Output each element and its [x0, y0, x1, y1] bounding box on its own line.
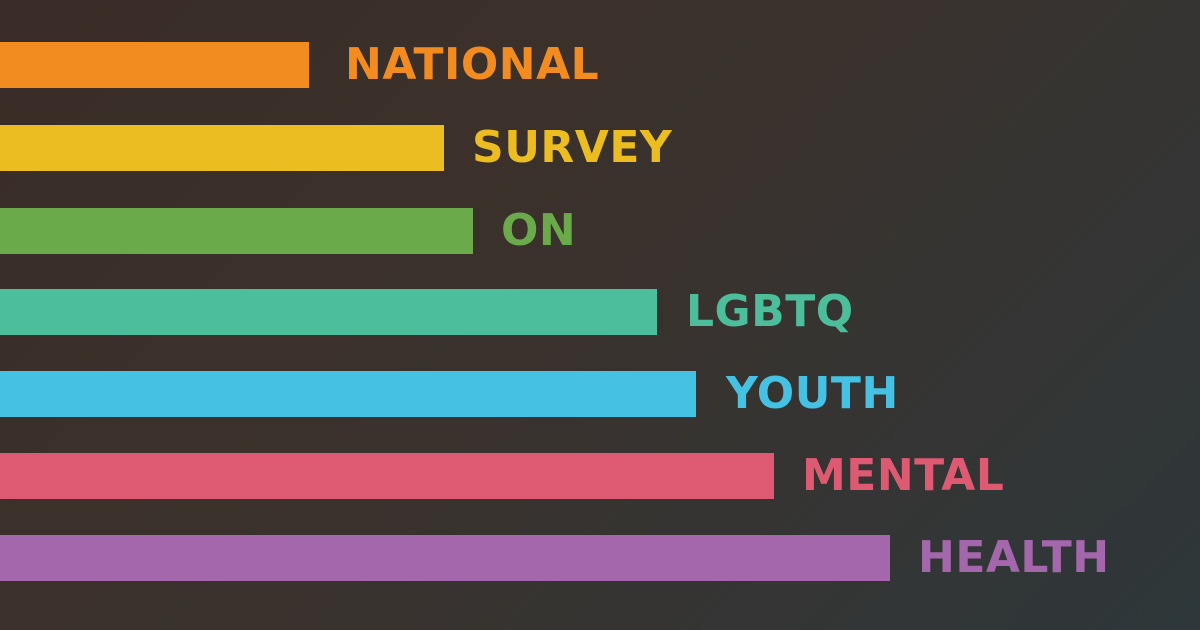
title-word-7: HEALTH — [918, 532, 1110, 583]
stripe-bar-5 — [0, 371, 696, 417]
stripe-bar-7 — [0, 535, 890, 581]
title-word-4: LGBTQ — [686, 286, 854, 337]
stripe-bar-1 — [0, 42, 309, 88]
stripe-bar-2 — [0, 125, 444, 171]
title-word-5: YOUTH — [726, 368, 899, 419]
stripe-bar-4 — [0, 289, 657, 335]
title-word-6: MENTAL — [802, 450, 1005, 501]
stripe-bar-6 — [0, 453, 774, 499]
title-word-3: ON — [501, 205, 577, 256]
stripe-bar-3 — [0, 208, 473, 254]
title-word-2: SURVEY — [472, 122, 673, 173]
title-word-1: NATIONAL — [345, 39, 600, 90]
